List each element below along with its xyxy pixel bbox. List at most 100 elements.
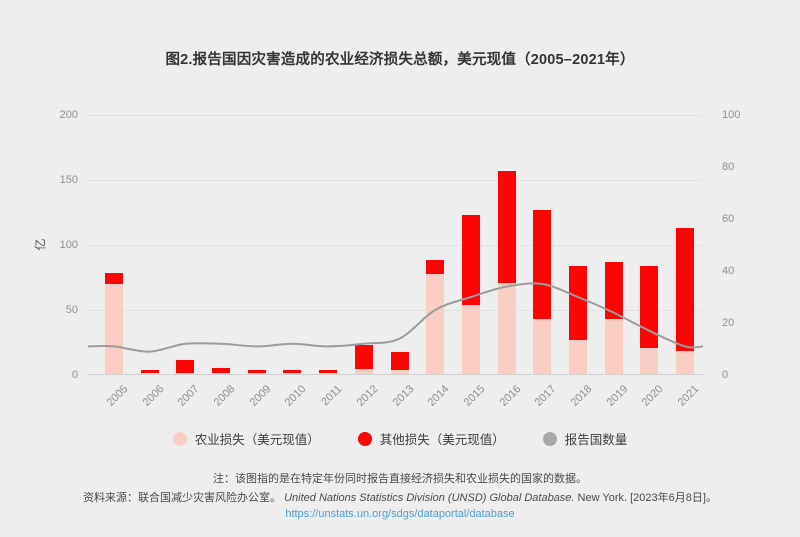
bar-segment-agricultural-loss xyxy=(461,305,480,374)
bar-segment-other-loss xyxy=(568,266,587,341)
bar-2011 xyxy=(319,370,338,374)
x-axis-label-2011: 2011 xyxy=(319,383,345,409)
bar-2014 xyxy=(426,259,445,374)
gridline xyxy=(88,309,703,311)
bar-2017 xyxy=(533,210,552,374)
bar-segment-agricultural-loss xyxy=(354,368,373,374)
bar-segment-other-loss xyxy=(604,262,623,320)
gridline xyxy=(88,179,703,181)
bar-segment-agricultural-loss xyxy=(140,372,159,374)
right-axis-tick-label: 100 xyxy=(722,108,741,121)
bar-segment-other-loss xyxy=(533,210,552,320)
left-axis-tick-label: 0 xyxy=(71,368,78,381)
legend-dot-icon xyxy=(172,431,187,446)
bar-segment-other-loss xyxy=(140,370,159,373)
x-axis-label-2016: 2016 xyxy=(497,383,524,409)
bar-segment-other-loss xyxy=(283,370,302,373)
legend-item-other-loss: 其他损失（美元现值） xyxy=(357,429,505,448)
bar-2015 xyxy=(461,215,480,374)
left-axis-tick-label: 100 xyxy=(59,238,78,251)
x-axis-label-2015: 2015 xyxy=(461,383,488,409)
footnote: 注：该图指的是在特定年份同时报告直接经济损失和农业损失的国家的数据。 xyxy=(213,473,587,485)
bar-2006 xyxy=(140,370,159,374)
bar-segment-other-loss xyxy=(105,272,123,285)
bar-segment-other-loss xyxy=(497,171,516,283)
bar-segment-other-loss xyxy=(676,228,694,351)
legend-label: 农业损失（美元现值） xyxy=(194,433,320,447)
x-axis-label-2008: 2008 xyxy=(211,383,238,409)
x-axis-label-2009: 2009 xyxy=(247,383,274,409)
bar-2018 xyxy=(568,266,587,374)
right-axis-tick-label: 60 xyxy=(722,212,735,225)
x-axis-label-2017: 2017 xyxy=(532,383,559,409)
legend-item-agricultural-loss: 农业损失（美元现值） xyxy=(172,429,320,448)
bar-segment-agricultural-loss xyxy=(319,372,338,374)
bar-segment-agricultural-loss xyxy=(212,372,231,374)
x-axis-label-2005: 2005 xyxy=(104,383,131,409)
figure-title: 图2.报告国因灾害造成的农业经济损失总额，美元现值（2005–2021年） xyxy=(165,52,635,68)
plot-area xyxy=(87,114,704,375)
x-axis-label-2018: 2018 xyxy=(568,383,595,409)
bar-segment-agricultural-loss xyxy=(640,348,659,374)
x-axis-label-2020: 2020 xyxy=(639,383,666,409)
bar-segment-agricultural-loss xyxy=(283,372,302,374)
bar-segment-agricultural-loss xyxy=(533,319,552,374)
bar-2013 xyxy=(390,351,409,374)
x-axis-label-2012: 2012 xyxy=(354,383,381,409)
bar-2009 xyxy=(247,370,266,374)
left-axis-tick-label: 150 xyxy=(59,173,78,186)
right-axis-tick-label: 0 xyxy=(722,368,729,381)
legend-item-reporting-countries: 报告国数量 xyxy=(542,429,628,448)
bar-segment-other-loss xyxy=(354,345,373,369)
source-prefix: 资料来源：联合国减少灾害风险办公室。 xyxy=(83,492,282,504)
legend-label: 报告国数量 xyxy=(564,433,628,447)
bar-segment-agricultural-loss xyxy=(426,273,445,374)
x-axis-label-2007: 2007 xyxy=(176,383,202,409)
bar-segment-other-loss xyxy=(319,370,338,373)
bar-segment-other-loss xyxy=(247,370,266,373)
x-axis-label-2019: 2019 xyxy=(604,383,631,409)
right-axis-tick-label: 20 xyxy=(722,316,735,329)
bar-segment-agricultural-loss xyxy=(568,340,587,374)
x-axis-label-2021: 2021 xyxy=(675,383,702,409)
x-axis-label-2006: 2006 xyxy=(140,383,167,409)
bar-2010 xyxy=(283,370,302,374)
legend-label: 其他损失（美元现值） xyxy=(379,433,505,447)
bar-2021 xyxy=(676,228,694,374)
source-link[interactable]: https://unstats.un.org/sdgs/dataportal/d… xyxy=(285,508,515,520)
bar-segment-agricultural-loss xyxy=(105,284,123,374)
reporting-countries-line xyxy=(87,282,704,353)
bar-2012 xyxy=(354,345,373,374)
bar-2008 xyxy=(212,367,231,374)
source-line: 资料来源：联合国减少灾害风险办公室。 United Nations Statis… xyxy=(0,489,800,505)
x-axis-label-2010: 2010 xyxy=(283,383,309,409)
source-suffix: New York. [2023年6月8日]。 xyxy=(577,492,717,504)
gridline xyxy=(88,244,703,246)
legend: 农业损失（美元现值） 其他损失（美元现值） 报告国数量 xyxy=(0,429,800,448)
bar-2016 xyxy=(497,171,516,374)
bar-2007 xyxy=(176,359,195,374)
bar-2019 xyxy=(604,262,623,374)
bar-segment-other-loss xyxy=(426,259,445,274)
bar-segment-agricultural-loss xyxy=(497,283,516,374)
bar-segment-agricultural-loss xyxy=(676,350,694,374)
bar-segment-agricultural-loss xyxy=(176,372,195,374)
bar-segment-other-loss xyxy=(390,351,409,371)
left-axis-tick-label: 200 xyxy=(59,108,78,121)
right-axis-tick-label: 80 xyxy=(722,160,735,173)
left-axis-tick-label: 50 xyxy=(65,303,78,316)
bar-segment-agricultural-loss xyxy=(247,372,266,374)
bar-segment-agricultural-loss xyxy=(604,319,623,374)
bar-segment-other-loss xyxy=(212,367,231,373)
bar-2005 xyxy=(105,272,123,374)
x-axis-line xyxy=(88,374,703,375)
legend-dot-icon xyxy=(357,431,372,446)
bar-segment-agricultural-loss xyxy=(390,370,409,374)
bar-segment-other-loss xyxy=(461,215,480,306)
x-axis-label-2013: 2013 xyxy=(390,383,416,409)
source-citation: United Nations Statistics Division (UNSD… xyxy=(284,492,575,504)
right-axis-tick-label: 40 xyxy=(722,264,735,277)
bar-segment-other-loss xyxy=(176,359,195,373)
gridline xyxy=(88,114,703,116)
legend-dot-icon xyxy=(542,431,557,446)
